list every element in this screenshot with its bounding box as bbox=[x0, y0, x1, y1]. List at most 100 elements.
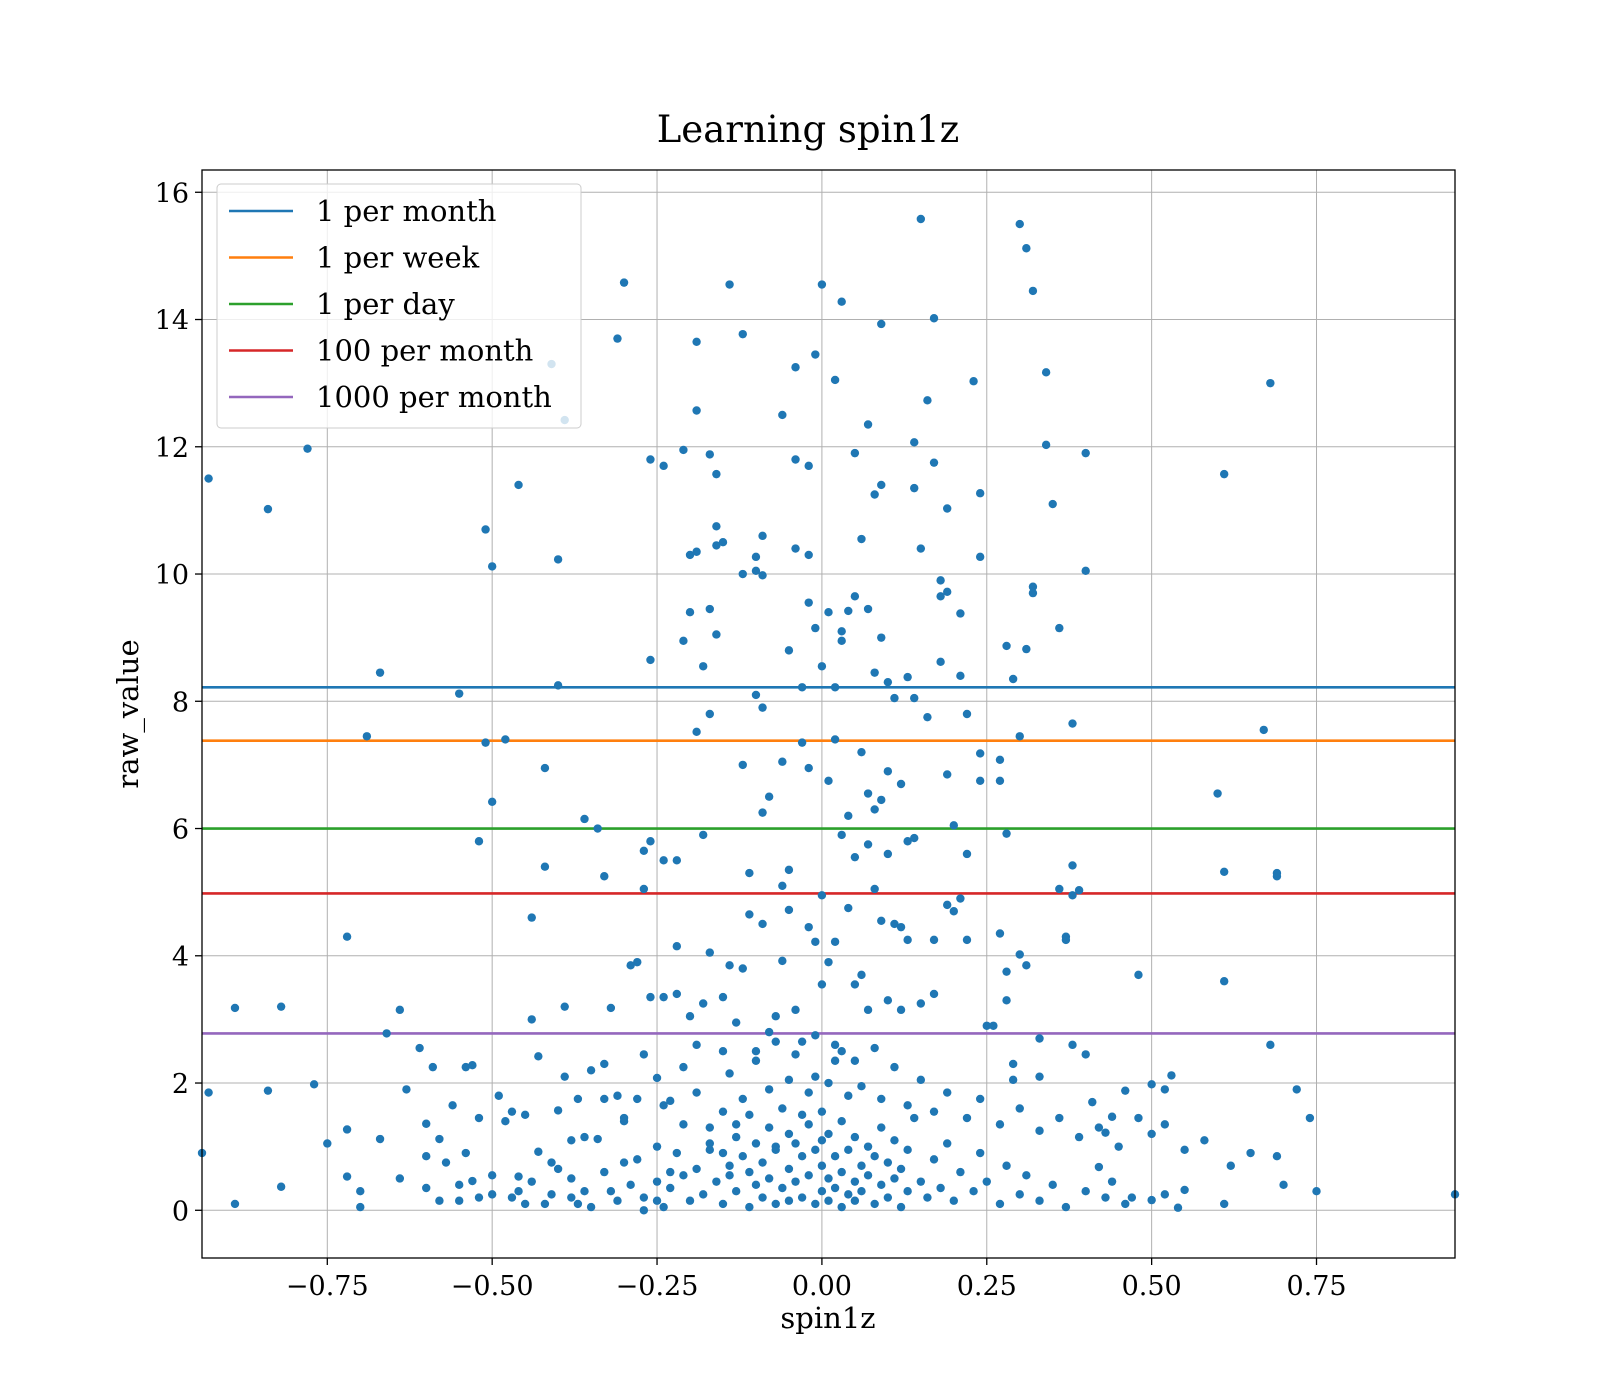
scatter-point bbox=[1081, 1050, 1090, 1059]
scatter-point bbox=[844, 1145, 853, 1155]
scatter-point bbox=[751, 1139, 761, 1148]
scatter-point bbox=[725, 961, 734, 970]
scatter-point bbox=[672, 1148, 682, 1158]
scatter-point bbox=[712, 541, 721, 550]
scatter-point bbox=[943, 504, 952, 513]
scatter-point bbox=[692, 727, 701, 737]
scatter-point bbox=[507, 1107, 517, 1116]
scatter-point bbox=[784, 646, 794, 655]
scatter-point bbox=[1180, 1185, 1189, 1195]
scatter-point bbox=[560, 1072, 569, 1081]
scatter-point bbox=[989, 1021, 998, 1030]
scatter-point bbox=[567, 1136, 576, 1145]
scatter-point bbox=[830, 1056, 840, 1065]
scatter-point bbox=[903, 1145, 912, 1155]
scatter-point bbox=[1246, 1148, 1255, 1158]
scatter-point bbox=[1114, 1142, 1123, 1151]
scatter-point bbox=[263, 1086, 273, 1095]
scatter-point bbox=[659, 461, 668, 471]
scatter-point bbox=[791, 363, 800, 372]
scatter-point bbox=[923, 396, 932, 405]
scatter-point bbox=[804, 598, 813, 607]
scatter-point bbox=[501, 735, 510, 744]
scatter-point bbox=[1219, 469, 1229, 479]
scatter-point bbox=[903, 935, 912, 945]
scatter-point bbox=[1088, 1097, 1097, 1107]
scatter-point bbox=[870, 1151, 879, 1161]
scatter-point bbox=[890, 693, 899, 703]
scatter-point bbox=[850, 592, 860, 601]
scatter-point bbox=[995, 1120, 1005, 1129]
scatter-point bbox=[883, 1193, 893, 1202]
scatter-point bbox=[520, 1110, 530, 1120]
scatter-point bbox=[936, 576, 945, 585]
scatter-point bbox=[877, 319, 886, 329]
scatter-point bbox=[837, 1117, 846, 1126]
scatter-point bbox=[857, 1082, 866, 1091]
scatter-point bbox=[751, 566, 761, 576]
scatter-point bbox=[982, 1021, 991, 1030]
scatter-point bbox=[553, 1106, 563, 1115]
scatter-point bbox=[356, 1186, 365, 1196]
scatter-point bbox=[758, 1158, 767, 1167]
scatter-point bbox=[1055, 1113, 1064, 1123]
scatter-point bbox=[784, 1129, 794, 1139]
scatter-point bbox=[1173, 1203, 1183, 1212]
scatter-point bbox=[375, 668, 385, 677]
scatter-point bbox=[309, 1080, 319, 1089]
scatter-point bbox=[454, 1196, 464, 1205]
scatter-point bbox=[975, 749, 985, 758]
scatter-point bbox=[619, 1113, 629, 1123]
scatter-point bbox=[837, 1167, 846, 1177]
scatter-point bbox=[692, 1088, 701, 1097]
scatter-point bbox=[975, 776, 985, 786]
scatter-point bbox=[1160, 1190, 1170, 1199]
scatter-point bbox=[903, 1186, 912, 1196]
scatter-point bbox=[679, 445, 688, 455]
scatter-point bbox=[573, 1199, 583, 1209]
scatter-point bbox=[600, 1059, 609, 1069]
scatter-point bbox=[395, 1174, 405, 1183]
scatter-point bbox=[731, 1018, 741, 1027]
scatter-point bbox=[1147, 1129, 1156, 1139]
threshold-lines bbox=[202, 685, 1455, 1035]
y-tick-label: 12 bbox=[155, 433, 189, 464]
scatter-point bbox=[910, 438, 919, 447]
scatter-point bbox=[929, 1107, 939, 1116]
scatter-point bbox=[771, 1012, 780, 1021]
scatter-point bbox=[771, 1037, 780, 1046]
scatter-point bbox=[883, 677, 893, 687]
scatter-point bbox=[1272, 868, 1282, 878]
scatter-point bbox=[527, 1177, 536, 1186]
scatter-point bbox=[929, 458, 939, 467]
scatter-point bbox=[1219, 867, 1229, 876]
scatter-point bbox=[553, 555, 563, 564]
scatter-point bbox=[903, 837, 912, 846]
scatter-point bbox=[481, 738, 490, 747]
scatter-point bbox=[804, 1171, 813, 1180]
scatter-point bbox=[758, 531, 767, 541]
scatter-point bbox=[936, 1183, 945, 1193]
scatter-point bbox=[943, 1088, 952, 1097]
scatter-point bbox=[494, 1091, 503, 1100]
scatter-point bbox=[633, 1155, 642, 1164]
scatter-point bbox=[435, 1134, 444, 1144]
scatter-point bbox=[870, 490, 879, 499]
scatter-point bbox=[804, 1088, 813, 1097]
scatter-point bbox=[975, 489, 985, 498]
scatter-point bbox=[916, 1075, 926, 1085]
scatter-point bbox=[1121, 1086, 1130, 1095]
scatter-point bbox=[639, 846, 649, 855]
scatter-point bbox=[567, 1174, 576, 1183]
scatter-point bbox=[817, 980, 827, 989]
scatter-point bbox=[1002, 967, 1011, 976]
scatter-point bbox=[811, 350, 820, 359]
scatter-point bbox=[375, 1134, 385, 1144]
scatter-point bbox=[666, 1096, 675, 1106]
scatter-point bbox=[844, 811, 853, 821]
scatter-point bbox=[863, 789, 873, 798]
scatter-point bbox=[1022, 244, 1031, 253]
scatter-point bbox=[646, 455, 655, 464]
scatter-point bbox=[896, 779, 906, 789]
scatter-point bbox=[659, 1202, 668, 1212]
